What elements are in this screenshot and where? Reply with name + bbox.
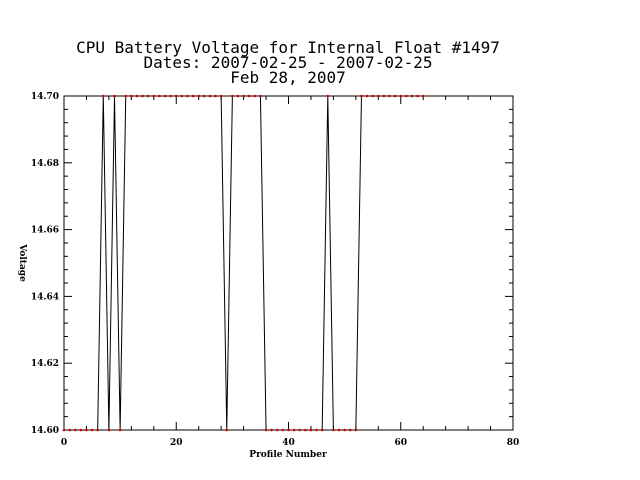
data-point (101, 94, 105, 98)
data-point (388, 94, 391, 98)
data-point (186, 94, 189, 98)
plot-area: 0 20 40 60 80 14.60 14.62 14.64 14.66 14.68 14.70 (31, 92, 519, 448)
x-tick-label: 40 (282, 438, 295, 448)
x-tick-label: 80 (507, 438, 520, 448)
data-point (343, 428, 346, 432)
data-point (410, 94, 414, 98)
plot-frame (63, 95, 514, 431)
data-point (287, 428, 290, 432)
x-tick-label: 20 (170, 438, 183, 448)
data-point (219, 94, 223, 98)
y-tick-label: 14.62 (31, 359, 59, 369)
data-point (214, 94, 217, 98)
data-point (174, 94, 178, 98)
data-point (107, 428, 111, 432)
data-point (332, 428, 335, 432)
y-tick-label: 14.64 (31, 292, 59, 302)
y-tick-label: 14.60 (31, 426, 59, 436)
data-point (124, 94, 128, 98)
data-point (377, 94, 380, 98)
data-point (203, 94, 206, 98)
data-point (337, 428, 341, 432)
data-point (281, 428, 285, 432)
data-point (208, 94, 212, 98)
data-point (231, 94, 234, 98)
data-point (275, 428, 279, 432)
data-point (382, 94, 386, 98)
data-point (236, 94, 240, 98)
data-point (315, 428, 318, 432)
data-point (225, 428, 229, 432)
data-point (298, 428, 302, 432)
data-point (118, 428, 122, 432)
data-point (130, 94, 133, 98)
y-tick-label: 14.70 (31, 92, 59, 102)
y-tick-label: 14.66 (31, 226, 59, 236)
data-point (421, 94, 425, 98)
data-point (158, 94, 161, 98)
y-tick-label: 14.68 (31, 159, 59, 169)
series-line (64, 95, 424, 431)
data-point (354, 428, 358, 432)
title-line-2: Dates: 2007-02-25 - 2007-02-25 (144, 53, 433, 72)
data-point (68, 428, 71, 432)
x-tick-label: 0 (61, 438, 67, 448)
x-axis-label: Profile Number (249, 450, 327, 460)
data-point (247, 94, 251, 98)
data-point (309, 428, 313, 432)
x-tick-label: 60 (394, 438, 407, 448)
data-point (393, 94, 397, 98)
data-point (259, 94, 262, 98)
data-point (270, 428, 273, 432)
data-point (73, 428, 77, 432)
chart-title: CPU Battery Voltage for Internal Float #… (76, 38, 500, 87)
data-point (141, 94, 144, 98)
data-point (163, 94, 167, 98)
data-point (360, 94, 363, 98)
data-point (326, 94, 330, 98)
data-point (416, 94, 419, 98)
title-line-1: CPU Battery Voltage for Internal Float #… (76, 38, 500, 57)
data-point (242, 94, 245, 98)
data-point (146, 94, 150, 98)
data-point (113, 94, 116, 98)
data-point (62, 428, 66, 432)
data-point (253, 94, 257, 98)
data-point (169, 94, 172, 98)
data-point (399, 94, 403, 98)
data-point (292, 428, 296, 432)
data-point (264, 428, 268, 432)
data-point (135, 94, 139, 98)
data-point (304, 428, 307, 432)
data-point (365, 94, 369, 98)
y-axis-label: Voltage (17, 243, 27, 282)
data-point (90, 428, 94, 432)
data-point (180, 94, 184, 98)
data-point (79, 428, 83, 432)
data-point (85, 428, 88, 432)
data-point (197, 94, 200, 98)
title-line-3: Feb 28, 2007 (230, 68, 346, 87)
data-point (320, 428, 324, 432)
data-point (405, 94, 408, 98)
data-point (371, 94, 374, 98)
data-point (191, 94, 195, 98)
data-point (348, 428, 352, 432)
data-point (152, 94, 156, 98)
data-point (96, 428, 99, 432)
